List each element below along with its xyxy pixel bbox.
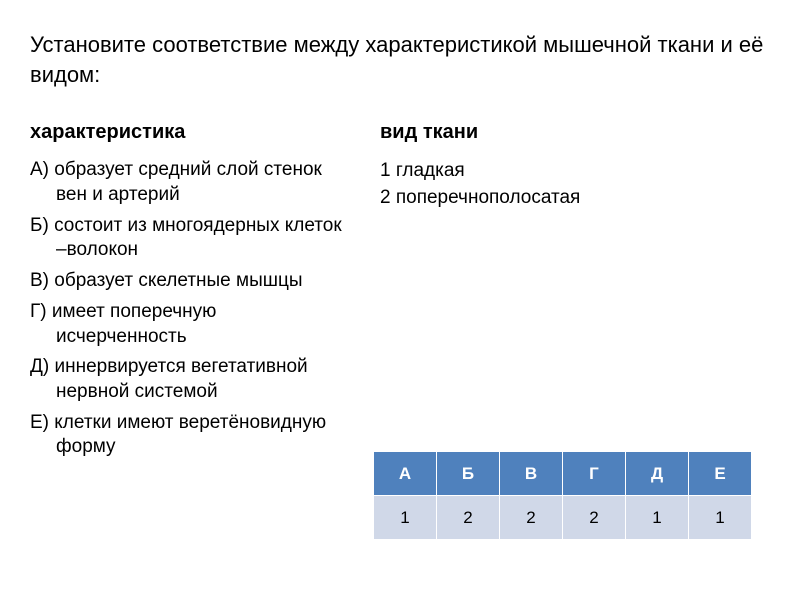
- answer-header-cell: Е: [689, 452, 752, 496]
- answer-header-cell: Б: [437, 452, 500, 496]
- answer-value-cell: 1: [689, 496, 752, 540]
- answer-value-cell: 1: [374, 496, 437, 540]
- characteristic-item: Г) имеет поперечную исчерченность: [30, 300, 350, 349]
- columns-wrapper: характеристика A) образует средний слой …: [30, 121, 770, 466]
- question-title: Установите соответствие между характерис…: [30, 30, 770, 89]
- answer-header-cell: А: [374, 452, 437, 496]
- answer-header-cell: В: [500, 452, 563, 496]
- answer-value-row: 1 2 2 2 1 1: [374, 496, 752, 540]
- answer-header-cell: Г: [563, 452, 626, 496]
- answer-header-cell: Д: [626, 452, 689, 496]
- tissue-type-item: 2 поперечнополосатая: [380, 185, 770, 212]
- characteristics-heading: характеристика: [30, 121, 350, 144]
- characteristics-column: характеристика A) образует средний слой …: [30, 121, 350, 466]
- characteristic-item: A) образует средний слой стенок вен и ар…: [30, 158, 350, 207]
- characteristic-item: Д) иннервируется вегетативной нервной си…: [30, 355, 350, 404]
- answer-value-cell: 2: [437, 496, 500, 540]
- answer-value-cell: 2: [563, 496, 626, 540]
- tissue-type-column: вид ткани 1 гладкая 2 поперечнополосатая: [380, 121, 770, 466]
- tissue-type-item: 1 гладкая: [380, 158, 770, 185]
- characteristic-item: Е) клетки имеют веретёновидную форму: [30, 411, 350, 460]
- characteristic-item: В) образует скелетные мышцы: [30, 269, 350, 294]
- characteristic-item: Б) состоит из многоядерных клеток –волок…: [30, 214, 350, 263]
- answer-value-cell: 1: [626, 496, 689, 540]
- answer-value-cell: 2: [500, 496, 563, 540]
- answer-table: А Б В Г Д Е 1 2 2 2 1 1: [373, 451, 752, 540]
- answer-header-row: А Б В Г Д Е: [374, 452, 752, 496]
- tissue-type-heading: вид ткани: [380, 121, 770, 144]
